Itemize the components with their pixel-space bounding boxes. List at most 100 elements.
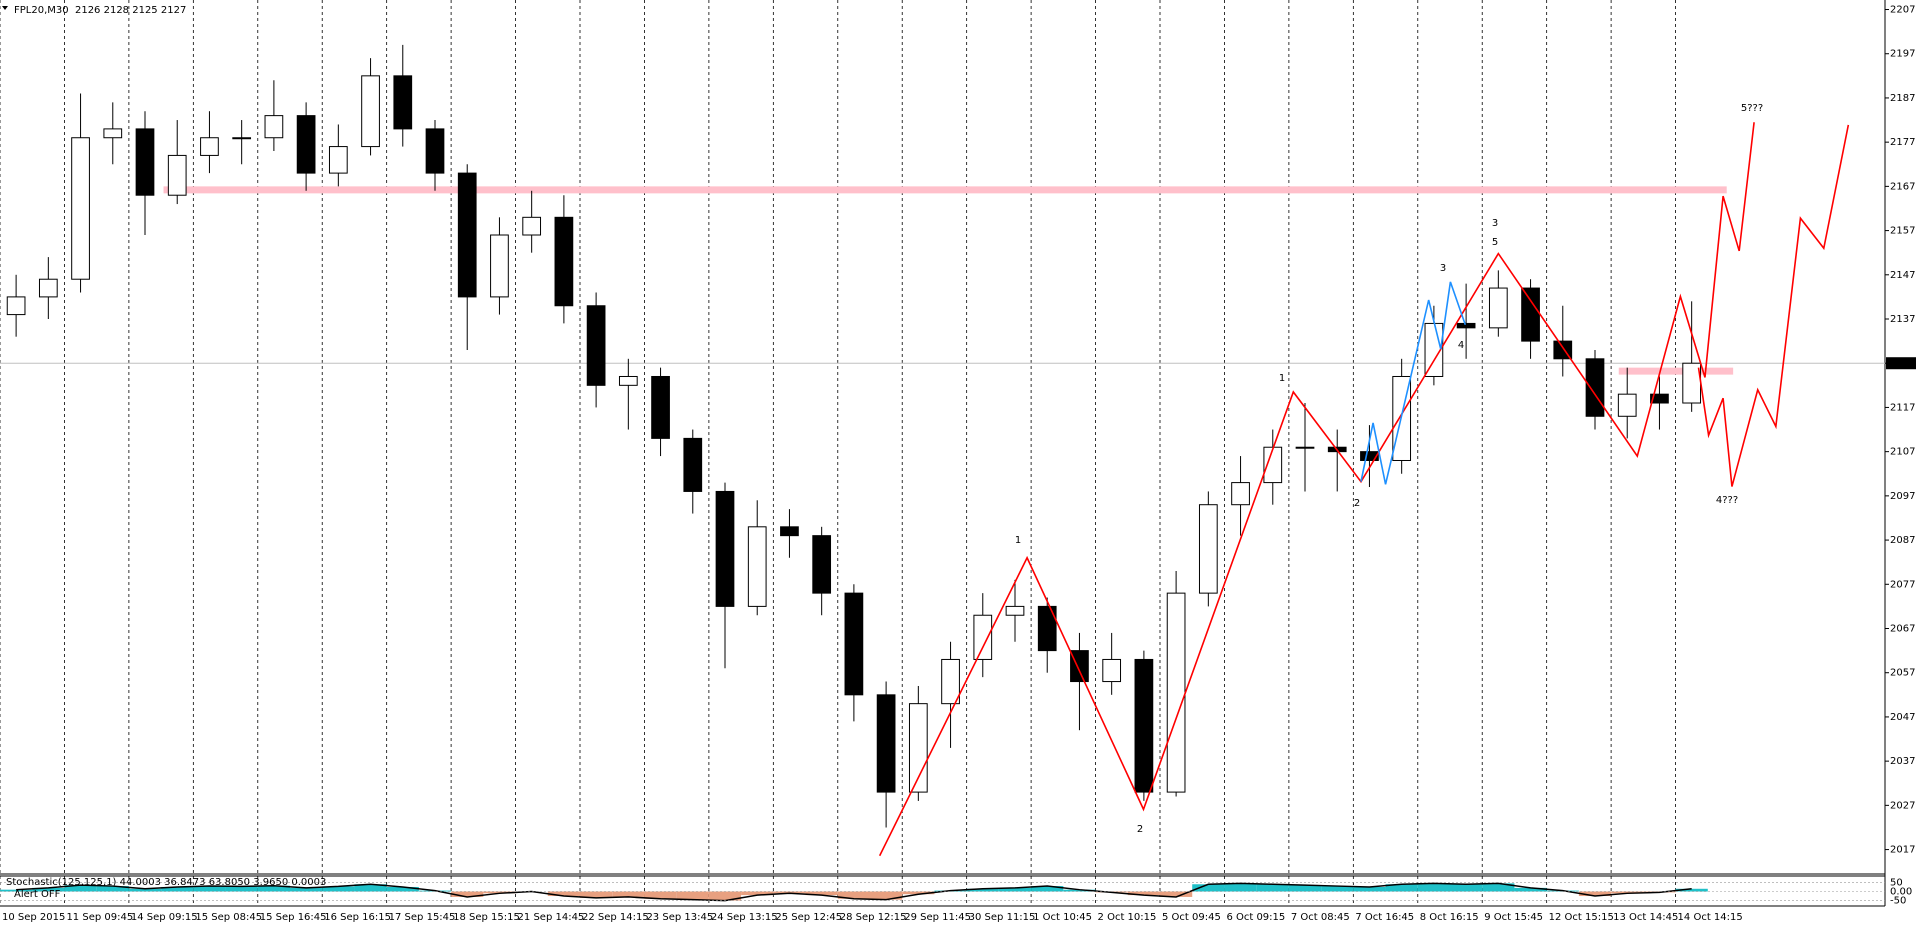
candle-body xyxy=(1617,393,1637,417)
candle-body xyxy=(522,216,542,236)
candle-body xyxy=(200,137,219,156)
y-tick-label: 2027 xyxy=(1890,800,1915,811)
x-tick-label: 23 Sep 13:45 xyxy=(646,912,713,923)
stochastic-bar xyxy=(644,891,677,899)
title-arrow xyxy=(2,6,8,10)
stochastic-bar xyxy=(96,886,129,892)
stochastic-bar xyxy=(0,889,33,892)
wave-label: 5??? xyxy=(1741,103,1763,114)
stochastic-bar xyxy=(1031,886,1064,892)
stochastic-label: Stochastic(125,125,1) 44.0003 36.8473 63… xyxy=(6,877,326,888)
y-tick-label: 2197 xyxy=(1890,49,1915,60)
y-tick-label: 2117 xyxy=(1890,402,1915,413)
stochastic-bar xyxy=(1127,891,1160,896)
candle-body xyxy=(71,137,90,280)
candle-body xyxy=(167,154,187,196)
y-tick-label: 2107 xyxy=(1890,447,1915,458)
stochastic-bar xyxy=(322,886,355,892)
candle-body xyxy=(812,535,832,594)
x-tick-label: 11 Sep 09:45 xyxy=(66,912,133,923)
candle-body xyxy=(1360,451,1379,461)
y-tick-label: 2087 xyxy=(1890,535,1915,546)
stochastic-bar xyxy=(547,891,580,897)
stochastic-bar xyxy=(1063,889,1096,892)
candle-body xyxy=(1198,504,1218,594)
stochastic-bar xyxy=(741,891,774,896)
candle-body xyxy=(1650,393,1669,404)
stochastic-bar xyxy=(32,887,65,892)
candle-body xyxy=(393,75,413,130)
stochastic-tick-label: 0.00 xyxy=(1890,887,1912,898)
stochastic-bar xyxy=(708,891,742,901)
candle-body xyxy=(6,296,26,316)
stochastic-bar xyxy=(1385,884,1418,892)
candle-body xyxy=(1102,658,1122,683)
candle-body xyxy=(425,128,445,174)
x-tick-label: 14 Oct 14:15 xyxy=(1678,912,1743,923)
wave-label: 1 xyxy=(1015,535,1021,546)
x-tick-label: 21 Sep 14:45 xyxy=(518,912,585,923)
x-tick-label: 25 Sep 12:45 xyxy=(775,912,842,923)
y-tick-label: 2167 xyxy=(1890,181,1915,192)
stochastic-tick-label: 50 xyxy=(1890,877,1903,888)
y-tick-label: 2157 xyxy=(1890,226,1915,237)
candle-body xyxy=(780,526,799,537)
stochastic-bar xyxy=(1288,885,1322,892)
wave-label: 3 xyxy=(1492,218,1498,229)
x-tick-label: 14 Sep 09:15 xyxy=(131,912,198,923)
wave-label: 4 xyxy=(1458,340,1464,351)
stochastic-bar xyxy=(676,891,709,900)
stochastic-bar xyxy=(1578,891,1612,897)
x-tick-label: 28 Sep 12:15 xyxy=(840,912,907,923)
y-tick-label: 2017 xyxy=(1890,845,1915,856)
x-tick-label: 17 Sep 15:45 xyxy=(389,912,456,923)
stochastic-bar xyxy=(64,885,97,892)
stochastic-bar xyxy=(161,886,194,892)
stochastic-bar xyxy=(1611,891,1644,894)
candle-body xyxy=(715,490,735,607)
stochastic-bar xyxy=(1482,883,1515,892)
candle-body xyxy=(876,694,896,793)
y-tick-label: 2057 xyxy=(1890,668,1915,679)
stochastic-bar xyxy=(1256,884,1289,892)
stochastic-bar xyxy=(1224,883,1257,892)
candle-body xyxy=(1005,605,1025,616)
x-tick-label: 7 Oct 16:45 xyxy=(1355,912,1414,923)
x-tick-label: 5 Oct 09:45 xyxy=(1162,912,1221,923)
candle-body xyxy=(135,128,155,196)
x-tick-label: 29 Sep 11:45 xyxy=(904,912,971,923)
candle-body xyxy=(1134,658,1154,793)
wave-line xyxy=(1697,124,1850,487)
candle-body xyxy=(618,375,638,386)
stochastic-bar xyxy=(193,886,226,892)
candle-body xyxy=(264,115,284,139)
y-tick-label: 2077 xyxy=(1890,579,1915,590)
stochastic-bar xyxy=(966,888,999,892)
stochastic-bar xyxy=(580,891,613,898)
y-tick-label: 2177 xyxy=(1890,137,1915,148)
x-tick-label: 30 Sep 11:15 xyxy=(969,912,1036,923)
wave-label: 5 xyxy=(1492,237,1498,248)
y-tick-label: 2207 xyxy=(1890,5,1915,16)
stochastic-bar xyxy=(257,885,290,892)
candle-body xyxy=(1585,358,1605,417)
stochastic-bar xyxy=(290,887,323,892)
stochastic-bar xyxy=(1353,886,1386,892)
y-tick-label: 2047 xyxy=(1890,712,1915,723)
candle-body xyxy=(103,128,123,139)
stochastic-tick-label: -50 xyxy=(1890,896,1906,907)
y-tick-label: 2137 xyxy=(1890,314,1915,325)
wave-line xyxy=(1360,281,1467,485)
wave-label: 2 xyxy=(1137,824,1143,835)
candle-body xyxy=(1521,287,1540,342)
stochastic-bar xyxy=(1675,888,1708,892)
stochastic-bar xyxy=(225,886,258,892)
stochastic-bar xyxy=(805,891,838,896)
stochastic-bar xyxy=(1417,883,1450,892)
stochastic-bar xyxy=(483,891,516,894)
y-tick-label: 2067 xyxy=(1890,624,1915,635)
candle-body xyxy=(554,216,574,307)
x-tick-label: 13 Oct 14:45 xyxy=(1613,912,1678,923)
wave-label: 2 xyxy=(1354,498,1360,509)
